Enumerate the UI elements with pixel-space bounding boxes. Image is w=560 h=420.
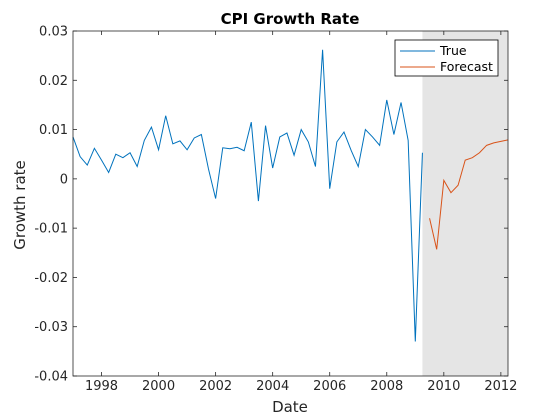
legend-label-true: True <box>439 43 467 58</box>
x-tick-label: 2004 <box>256 379 289 394</box>
x-tick-label: 1998 <box>85 379 118 394</box>
y-tick-label: -0.01 <box>34 222 68 237</box>
x-tick-label: 2006 <box>313 379 346 394</box>
legend: True Forecast <box>394 39 499 77</box>
y-tick-label: 0.01 <box>39 123 68 138</box>
y-tick-label: 0 <box>60 172 68 187</box>
legend-box <box>394 39 499 77</box>
tick-labels: 1998 2000 2002 2004 2006 2008 2010 2012 0.03 0.02… <box>34 25 517 395</box>
y-tick-label: -0.02 <box>34 271 68 286</box>
x-tick-label: 2012 <box>484 379 517 394</box>
y-tick-label: -0.03 <box>34 320 68 335</box>
y-tick-label: -0.04 <box>34 370 68 385</box>
x-axis-label: Date <box>272 398 308 416</box>
y-tick-label: 0.02 <box>39 74 68 89</box>
series-lines <box>72 49 509 342</box>
y-tick-label: 0.03 <box>39 25 68 40</box>
x-tick-label: 2000 <box>142 379 175 394</box>
forecast-region-rect <box>422 31 508 376</box>
legend-label-forecast: Forecast <box>440 59 493 74</box>
axes <box>72 30 509 377</box>
series-line-true <box>72 49 423 342</box>
chart-title: CPI Growth Rate <box>221 10 360 28</box>
series-line-forecast <box>429 139 509 250</box>
forecast-shaded-region <box>422 31 508 376</box>
axes-box <box>72 30 509 377</box>
x-tick-label: 2008 <box>370 379 403 394</box>
x-tick-label: 2010 <box>427 379 460 394</box>
y-axis-label: Growth rate <box>11 160 29 250</box>
x-tick-label: 2002 <box>199 379 232 394</box>
